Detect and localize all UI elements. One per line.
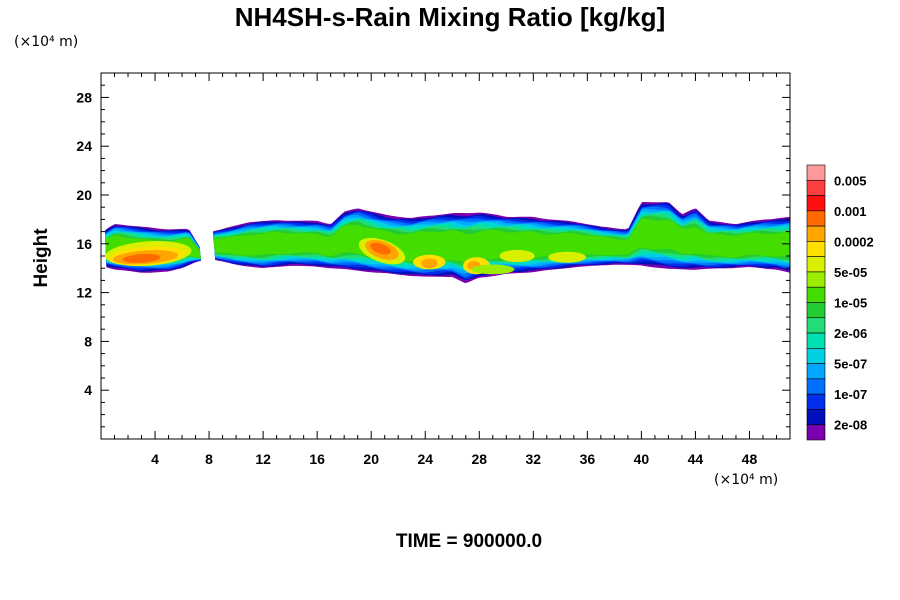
colorbar-swatch xyxy=(806,179,826,196)
colorbar-swatch xyxy=(806,286,826,303)
colorbar-label: 0.0002 xyxy=(834,234,874,249)
x-tick-label: 16 xyxy=(309,451,325,467)
colorbar-swatch xyxy=(806,393,826,410)
x-tick-label: 48 xyxy=(742,451,758,467)
colorbar-label: 0.005 xyxy=(834,173,867,188)
colorbar-label: 2e-08 xyxy=(834,418,867,433)
colorbar-swatch xyxy=(806,409,826,426)
colorbar-label: 5e-05 xyxy=(834,265,867,280)
colorbar-swatch xyxy=(806,256,826,273)
x-tick-label: 36 xyxy=(580,451,596,467)
colorbar-swatch xyxy=(806,210,826,227)
y-axis-unit-label: (×10⁴ m) xyxy=(14,34,79,50)
contour-core xyxy=(421,258,438,269)
y-tick-label: 20 xyxy=(76,187,92,203)
contour-core xyxy=(499,249,535,263)
time-label: TIME = 900000.0 xyxy=(395,531,543,552)
colorbar-swatch xyxy=(806,164,826,181)
colorbar-swatch xyxy=(806,378,826,395)
colorbar-swatch xyxy=(806,271,826,288)
x-tick-label: 24 xyxy=(417,451,433,467)
colorbar-swatch xyxy=(806,317,826,334)
colorbar-swatch xyxy=(806,241,826,257)
contour-core xyxy=(548,251,587,263)
x-tick-label: 40 xyxy=(634,451,650,467)
x-tick-label: 4 xyxy=(151,451,159,467)
x-tick-label: 32 xyxy=(526,451,542,467)
contour-band xyxy=(213,218,790,262)
x-tick-label: 28 xyxy=(471,451,487,467)
x-tick-label: 8 xyxy=(205,451,213,467)
colorbar-label: 0.001 xyxy=(834,204,867,219)
x-tick-label: 12 xyxy=(255,451,271,467)
chart-title: NH4SH-s-Rain Mixing Ratio [kg/kg] xyxy=(234,2,666,32)
colorbar-swatch xyxy=(806,302,826,319)
colorbar: 0.005 0.001 0.0002 5e-05 1e-05 2e-06 5e-07 1e-0… xyxy=(806,164,874,441)
x-tick-label: 44 xyxy=(688,451,704,467)
colorbar-label: 5e-07 xyxy=(834,357,867,372)
y-tick-label: 24 xyxy=(76,138,92,154)
y-tick-label: 28 xyxy=(76,89,92,105)
colorbar-swatch xyxy=(806,332,826,349)
x-axis-unit-label: (×10⁴ m) xyxy=(714,472,779,488)
x-tick-label: 20 xyxy=(363,451,379,467)
contour-core xyxy=(370,242,391,255)
colorbar-swatch xyxy=(806,195,826,212)
colorbar-label: 2e-06 xyxy=(834,326,867,341)
x-axis: 4 8 12 16 20 24 28 32 36 40 44 48 xyxy=(114,73,777,467)
colorbar-label: 1e-07 xyxy=(834,387,867,402)
y-tick-label: 16 xyxy=(76,236,92,252)
y-tick-label: 8 xyxy=(84,333,92,349)
contour-core xyxy=(122,253,161,263)
colorbar-swatch xyxy=(806,424,826,441)
y-axis: 4 8 12 16 20 24 28 xyxy=(76,84,790,428)
y-tick-label: 12 xyxy=(76,285,92,301)
colorbar-swatch xyxy=(806,225,826,242)
contour-bands xyxy=(105,202,790,284)
colorbar-swatch xyxy=(806,348,826,364)
colorbar-label: 1e-05 xyxy=(834,296,867,311)
contour-core xyxy=(471,264,515,275)
y-tick-label: 4 xyxy=(84,382,92,398)
colorbar-swatch xyxy=(806,363,826,380)
